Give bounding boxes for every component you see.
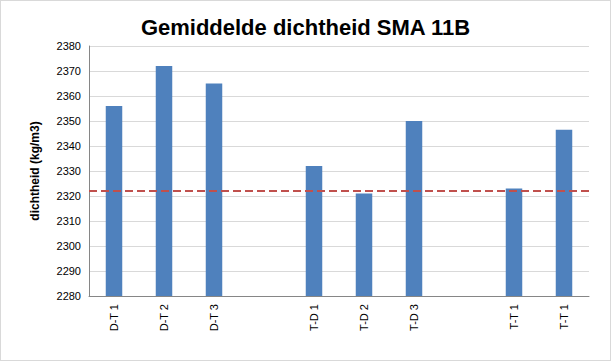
svg-text:T-D 1: T-D 1	[308, 304, 320, 331]
svg-text:2310: 2310	[57, 215, 81, 227]
svg-text:2360: 2360	[57, 90, 81, 102]
svg-text:T-D 2: T-D 2	[358, 304, 370, 331]
svg-text:D-T 1: D-T 1	[108, 304, 120, 331]
svg-text:T-T 1: T-T 1	[508, 304, 520, 329]
svg-text:2330: 2330	[57, 165, 81, 177]
svg-text:2350: 2350	[57, 115, 81, 127]
svg-text:T-T 1: T-T 1	[558, 304, 570, 329]
svg-text:2320: 2320	[57, 190, 81, 202]
svg-text:2290: 2290	[57, 265, 81, 277]
svg-text:2300: 2300	[57, 240, 81, 252]
svg-text:2380: 2380	[57, 40, 81, 52]
svg-text:dichtheid (kg/m3): dichtheid (kg/m3)	[28, 121, 42, 220]
svg-text:D-T 3: D-T 3	[208, 304, 220, 331]
svg-text:T-D 3: T-D 3	[408, 304, 420, 331]
svg-text:2280: 2280	[57, 290, 81, 302]
svg-text:2370: 2370	[57, 65, 81, 77]
svg-text:2340: 2340	[57, 140, 81, 152]
svg-text:Gemiddelde dichtheid SMA 11B: Gemiddelde dichtheid SMA 11B	[141, 15, 470, 40]
svg-text:D-T 2: D-T 2	[158, 304, 170, 331]
